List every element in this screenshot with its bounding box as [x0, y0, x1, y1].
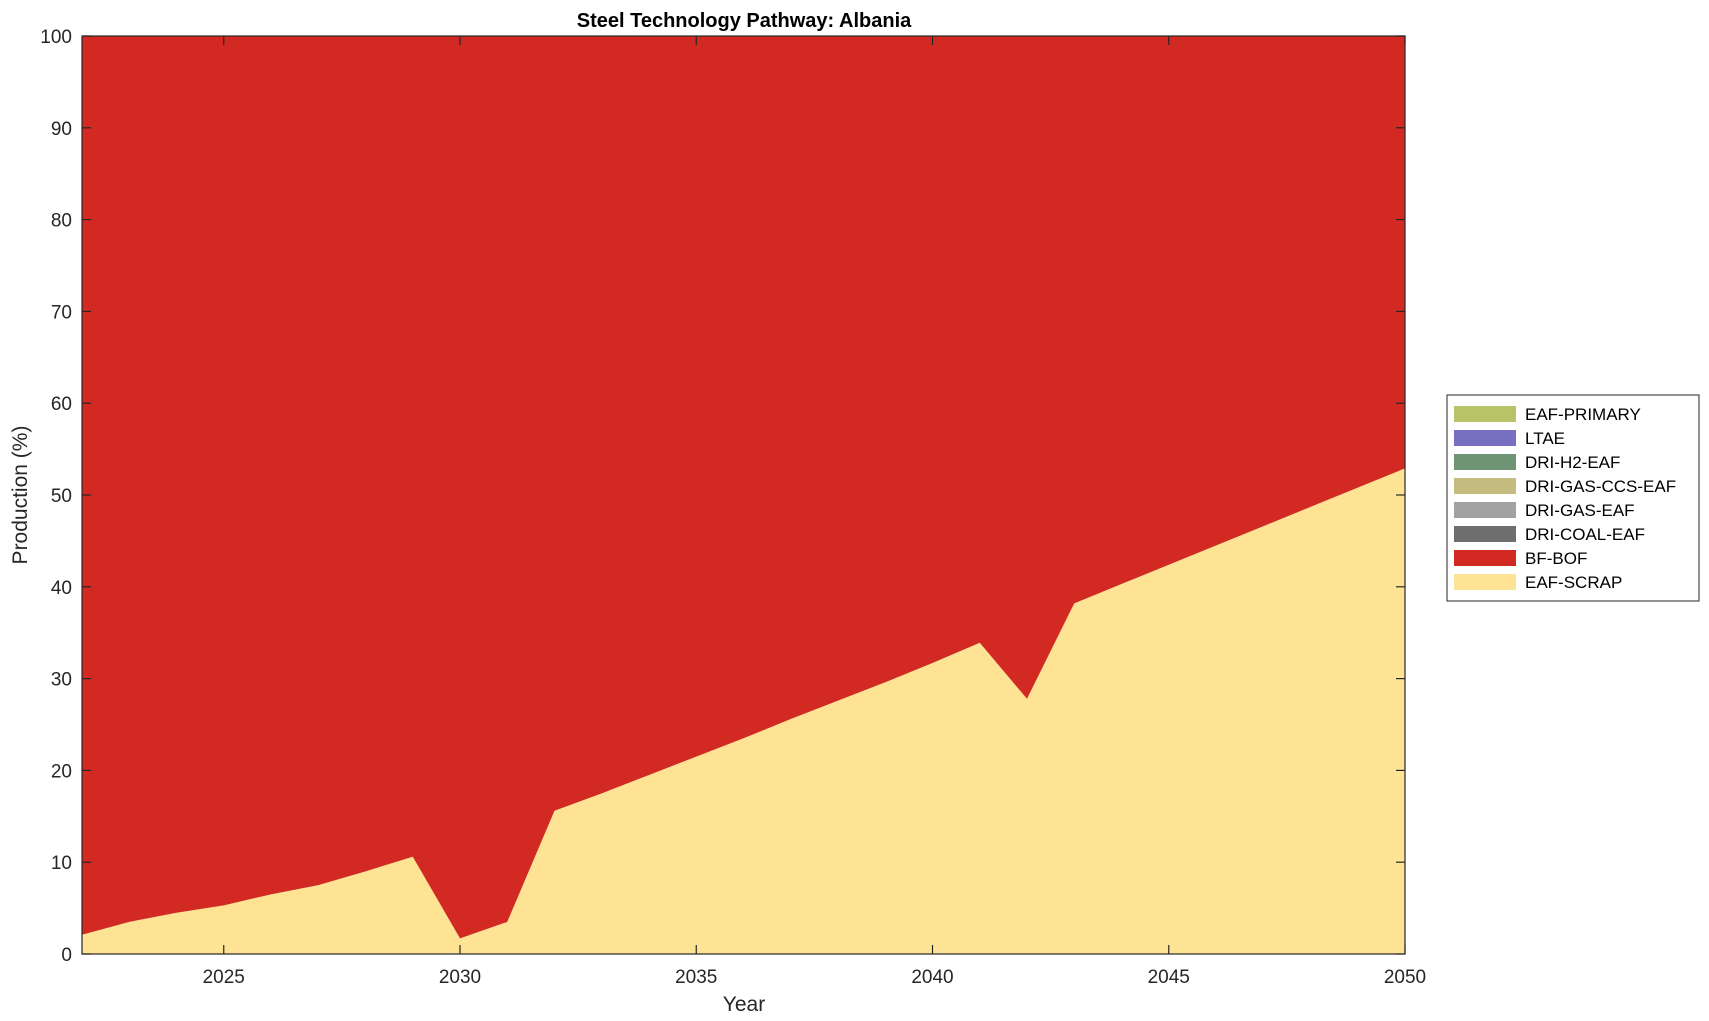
x-tick-label: 2030: [439, 967, 481, 988]
chart-title: Steel Technology Pathway: Albania: [577, 10, 912, 32]
x-tick-label: 2040: [911, 967, 953, 988]
y-tick-label: 10: [51, 853, 72, 874]
legend-swatch: [1454, 502, 1516, 518]
legend-swatch: [1454, 454, 1516, 470]
x-tick-label: 2045: [1148, 967, 1190, 988]
legend-swatch: [1454, 406, 1516, 422]
legend-swatch: [1454, 526, 1516, 542]
x-tick-label: 2035: [675, 967, 717, 988]
y-tick-label: 20: [51, 761, 72, 782]
y-axis-title: Production (%): [9, 426, 32, 565]
y-tick-label: 70: [51, 302, 72, 323]
legend-swatch: [1454, 478, 1516, 494]
legend: EAF-PRIMARY LTAE DRI-H2-EAF DRI-GAS-CCS-EAF…: [1446, 394, 1700, 602]
y-tick-label: 30: [51, 670, 72, 691]
legend-label: BF-BOF: [1525, 549, 1587, 568]
legend-swatch: [1454, 574, 1516, 590]
legend-label: DRI-COAL-EAF: [1525, 525, 1645, 544]
y-tick-label: 80: [51, 211, 72, 232]
legend-label: LTAE: [1525, 429, 1565, 448]
axes: 2025 2030 2035 2040 2045 20500102030405060708…: [40, 27, 1426, 988]
legend-box: [1446, 394, 1700, 602]
legend-swatch: [1454, 550, 1516, 566]
legend-label: DRI-GAS-CCS-EAF: [1525, 477, 1676, 496]
y-tick-label: 90: [51, 119, 72, 140]
x-tick-label: 2050: [1384, 967, 1426, 988]
area-layers: [82, 36, 1405, 954]
x-tick-label: 2025: [203, 967, 245, 988]
legend-label: EAF-SCRAP: [1525, 573, 1622, 592]
y-tick-label: 40: [51, 578, 72, 599]
y-tick-label: 60: [51, 394, 72, 415]
area-bf-bof: [82, 36, 1405, 939]
x-axis-title: Year: [723, 993, 765, 1016]
area-eaf-scrap: [82, 468, 1405, 954]
legend-swatch: [1454, 430, 1516, 446]
y-tick-label: 100: [40, 27, 72, 48]
y-tick-label: 0: [61, 945, 72, 966]
legend-label: EAF-PRIMARY: [1525, 405, 1641, 424]
y-tick-label: 50: [51, 486, 72, 507]
legend-label: DRI-H2-EAF: [1525, 453, 1620, 472]
legend-label: DRI-GAS-EAF: [1525, 501, 1635, 520]
